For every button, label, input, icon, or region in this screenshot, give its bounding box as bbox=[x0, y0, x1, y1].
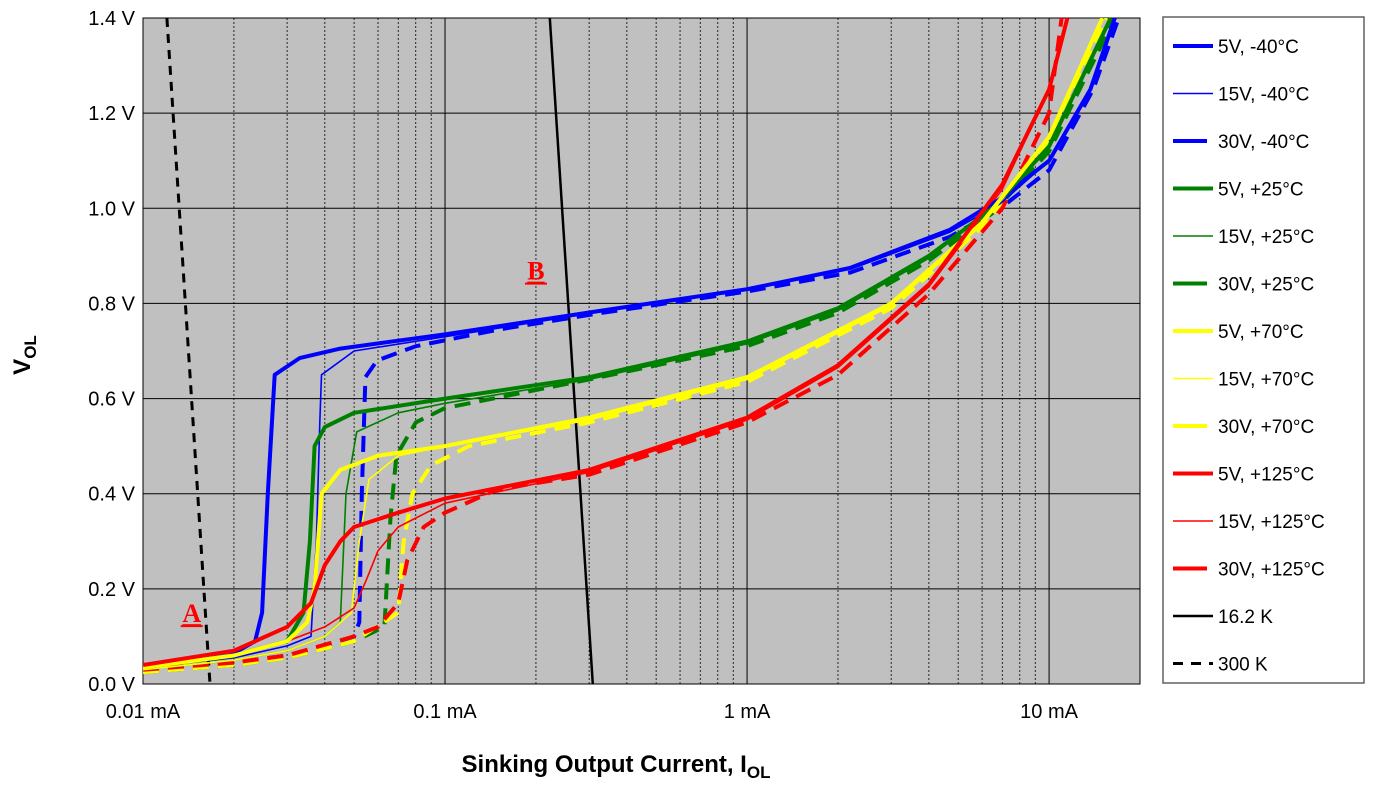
x-tick-label: 0.01 mA bbox=[106, 701, 181, 723]
legend-label: 30V, +25°C bbox=[1218, 275, 1314, 296]
y-axis-ticks: 0.0 V 0.2 V 0.4 V 0.6 V 0.8 V 1.0 V 1.2 V 1.4 V bbox=[88, 8, 135, 696]
y-tick-label: 0.0 V bbox=[88, 674, 135, 696]
y-tick-label: 0.4 V bbox=[88, 484, 135, 506]
legend-label: 15V, +70°C bbox=[1218, 370, 1314, 391]
legend-box bbox=[1162, 16, 1365, 684]
legend-label: 30V, -40°C bbox=[1218, 132, 1309, 153]
series-line-5v-70-c bbox=[143, 18, 1105, 670]
y-tick-label: 1.0 V bbox=[88, 198, 135, 220]
legend-label: 16.2 K bbox=[1218, 607, 1273, 628]
series-line-30v-125-c bbox=[143, 18, 1064, 672]
legend-label: 5V, +25°C bbox=[1218, 180, 1304, 201]
x-axis-title: Sinking Output Current, IOL bbox=[462, 751, 771, 782]
y-tick-label: 0.2 V bbox=[88, 579, 135, 601]
x-tick-label: 1 mA bbox=[724, 701, 771, 723]
annotations: AB bbox=[180, 257, 547, 628]
series-layer bbox=[143, 18, 1121, 684]
legend: 5V, -40°C 15V, -40°C 30V, -40°C 5V, +25°C 15… bbox=[1173, 37, 1325, 676]
y-tick-label: 0.6 V bbox=[88, 389, 135, 411]
legend-label: 15V, +125°C bbox=[1218, 512, 1325, 533]
annotation-label: B bbox=[527, 257, 544, 286]
legend-label: 30V, +125°C bbox=[1218, 560, 1325, 581]
series-line-15v-40-c bbox=[143, 18, 1116, 669]
series-line-5v-25-c bbox=[143, 18, 1113, 670]
series-line-16-2-k bbox=[548, 18, 595, 684]
plot-background bbox=[143, 18, 1140, 684]
y-tick-label: 1.4 V bbox=[88, 8, 135, 30]
legend-label: 30V, +70°C bbox=[1218, 417, 1314, 438]
legend-label: 15V, -40°C bbox=[1218, 85, 1309, 106]
y-axis-title: VOL bbox=[9, 335, 40, 375]
legend-label: 5V, +70°C bbox=[1218, 322, 1304, 343]
y-tick-label: 0.8 V bbox=[88, 293, 135, 315]
x-tick-label: 10 mA bbox=[1020, 701, 1078, 723]
legend-label: 15V, +25°C bbox=[1218, 227, 1314, 248]
legend-label: 5V, +125°C bbox=[1218, 465, 1314, 486]
x-tick-label: 0.1 mA bbox=[413, 701, 477, 723]
series-line-5v-125-c bbox=[143, 18, 1070, 667]
plot-border bbox=[142, 17, 1141, 685]
legend-label: 5V, -40°C bbox=[1218, 37, 1299, 58]
y-tick-label: 1.2 V bbox=[88, 103, 135, 125]
legend-label: 300 K bbox=[1218, 655, 1268, 676]
x-axis-ticks: 0.01 mA 0.1 mA 1 mA 10 mA bbox=[106, 701, 1079, 723]
annotation-label: A bbox=[182, 599, 201, 628]
